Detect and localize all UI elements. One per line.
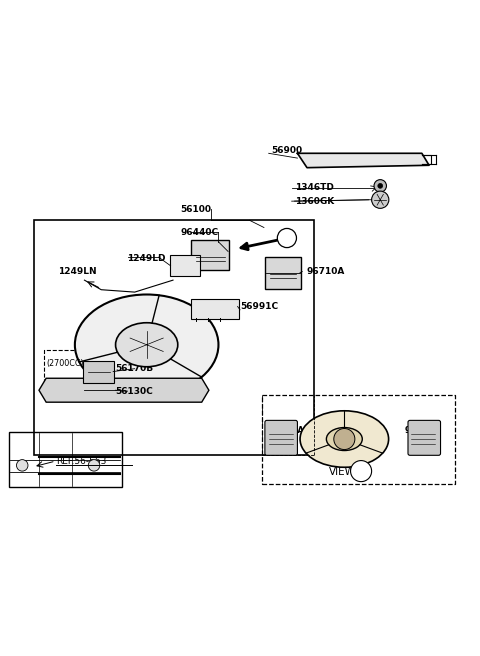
- Circle shape: [277, 228, 297, 247]
- Polygon shape: [39, 379, 209, 402]
- FancyBboxPatch shape: [408, 420, 441, 455]
- Text: 96440C: 96440C: [180, 228, 218, 237]
- Text: (2700CC): (2700CC): [46, 359, 84, 369]
- Circle shape: [350, 461, 372, 482]
- Text: VIEW: VIEW: [328, 466, 355, 476]
- Ellipse shape: [116, 323, 178, 367]
- Circle shape: [378, 184, 383, 188]
- Ellipse shape: [300, 411, 389, 467]
- Text: 96440C: 96440C: [405, 426, 439, 436]
- Text: 96710A: 96710A: [271, 426, 305, 436]
- Ellipse shape: [75, 295, 218, 395]
- Circle shape: [88, 460, 100, 471]
- Text: 56991C: 56991C: [240, 302, 278, 311]
- Text: REF.56-563: REF.56-563: [56, 457, 106, 466]
- FancyBboxPatch shape: [191, 299, 239, 319]
- FancyBboxPatch shape: [265, 257, 301, 289]
- Circle shape: [16, 460, 28, 471]
- FancyBboxPatch shape: [191, 240, 229, 270]
- Text: A: A: [358, 466, 364, 476]
- Circle shape: [372, 191, 389, 209]
- Text: 1249LD: 1249LD: [128, 254, 166, 263]
- Text: 1249LN: 1249LN: [58, 267, 97, 276]
- Text: 56130C: 56130C: [116, 386, 153, 396]
- Text: 56170B: 56170B: [116, 364, 154, 373]
- FancyBboxPatch shape: [169, 255, 200, 276]
- Polygon shape: [298, 154, 429, 168]
- Text: 1360GK: 1360GK: [295, 197, 334, 206]
- Circle shape: [334, 428, 355, 449]
- FancyBboxPatch shape: [84, 361, 114, 382]
- Text: 56100: 56100: [180, 205, 211, 214]
- Text: 1346TD: 1346TD: [295, 183, 334, 192]
- Text: A: A: [284, 234, 290, 243]
- Ellipse shape: [326, 428, 362, 451]
- Text: 56900: 56900: [271, 146, 302, 155]
- Circle shape: [374, 180, 386, 192]
- FancyBboxPatch shape: [265, 420, 298, 455]
- Text: 96710A: 96710A: [306, 267, 345, 276]
